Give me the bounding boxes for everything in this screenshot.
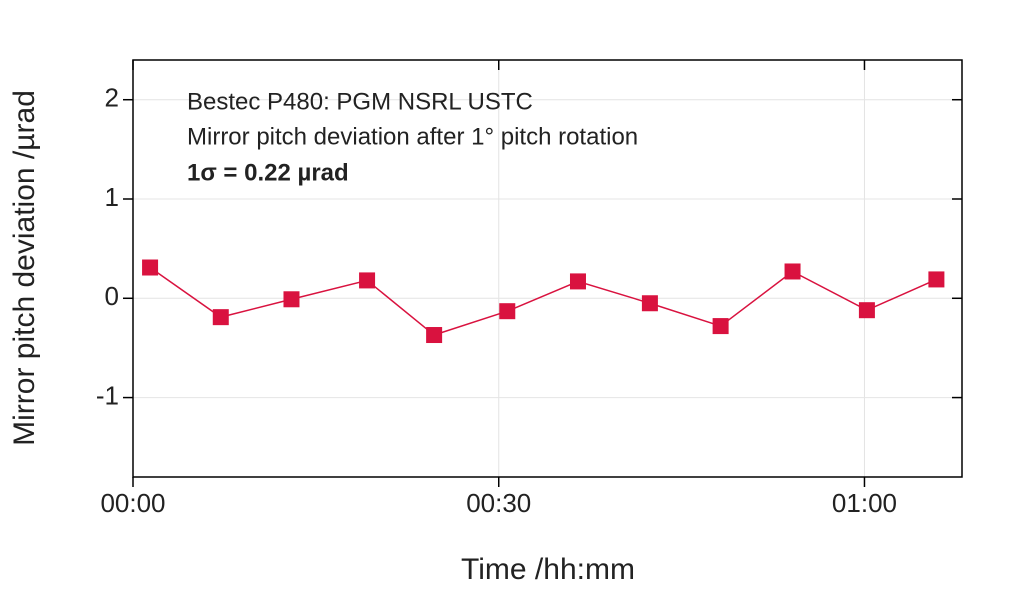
data-point bbox=[858, 302, 875, 319]
data-point bbox=[142, 259, 159, 276]
data-point bbox=[569, 273, 586, 290]
x-tick-label: 00:00 bbox=[100, 488, 165, 518]
x-tick-label: 01:00 bbox=[832, 488, 897, 518]
plot-frame bbox=[132, 59, 963, 478]
data-line bbox=[149, 266, 937, 336]
y-tick-label: 1 bbox=[105, 182, 119, 212]
data-point bbox=[928, 271, 945, 288]
data-point bbox=[784, 263, 801, 280]
annotation: Bestec P480: PGM NSRL USTC bbox=[187, 88, 533, 115]
data-point bbox=[426, 327, 443, 344]
y-axis-label: Mirror pitch deviation /µrad bbox=[8, 90, 41, 446]
data-point bbox=[359, 272, 376, 289]
y-tick-label: -1 bbox=[96, 380, 119, 410]
annotation: 1σ = 0.22 µrad bbox=[187, 159, 349, 186]
y-tick-label: 0 bbox=[105, 281, 119, 311]
x-tick-label: 00:30 bbox=[466, 488, 531, 518]
data-point bbox=[212, 309, 229, 326]
x-axis-label: Time /hh:mm bbox=[461, 553, 635, 586]
y-tick-label: 2 bbox=[105, 83, 119, 113]
data-point bbox=[712, 318, 729, 335]
data-point bbox=[641, 295, 658, 312]
annotation: Mirror pitch deviation after 1° pitch ro… bbox=[187, 123, 638, 150]
data-point bbox=[499, 303, 516, 320]
data-point bbox=[283, 291, 300, 308]
